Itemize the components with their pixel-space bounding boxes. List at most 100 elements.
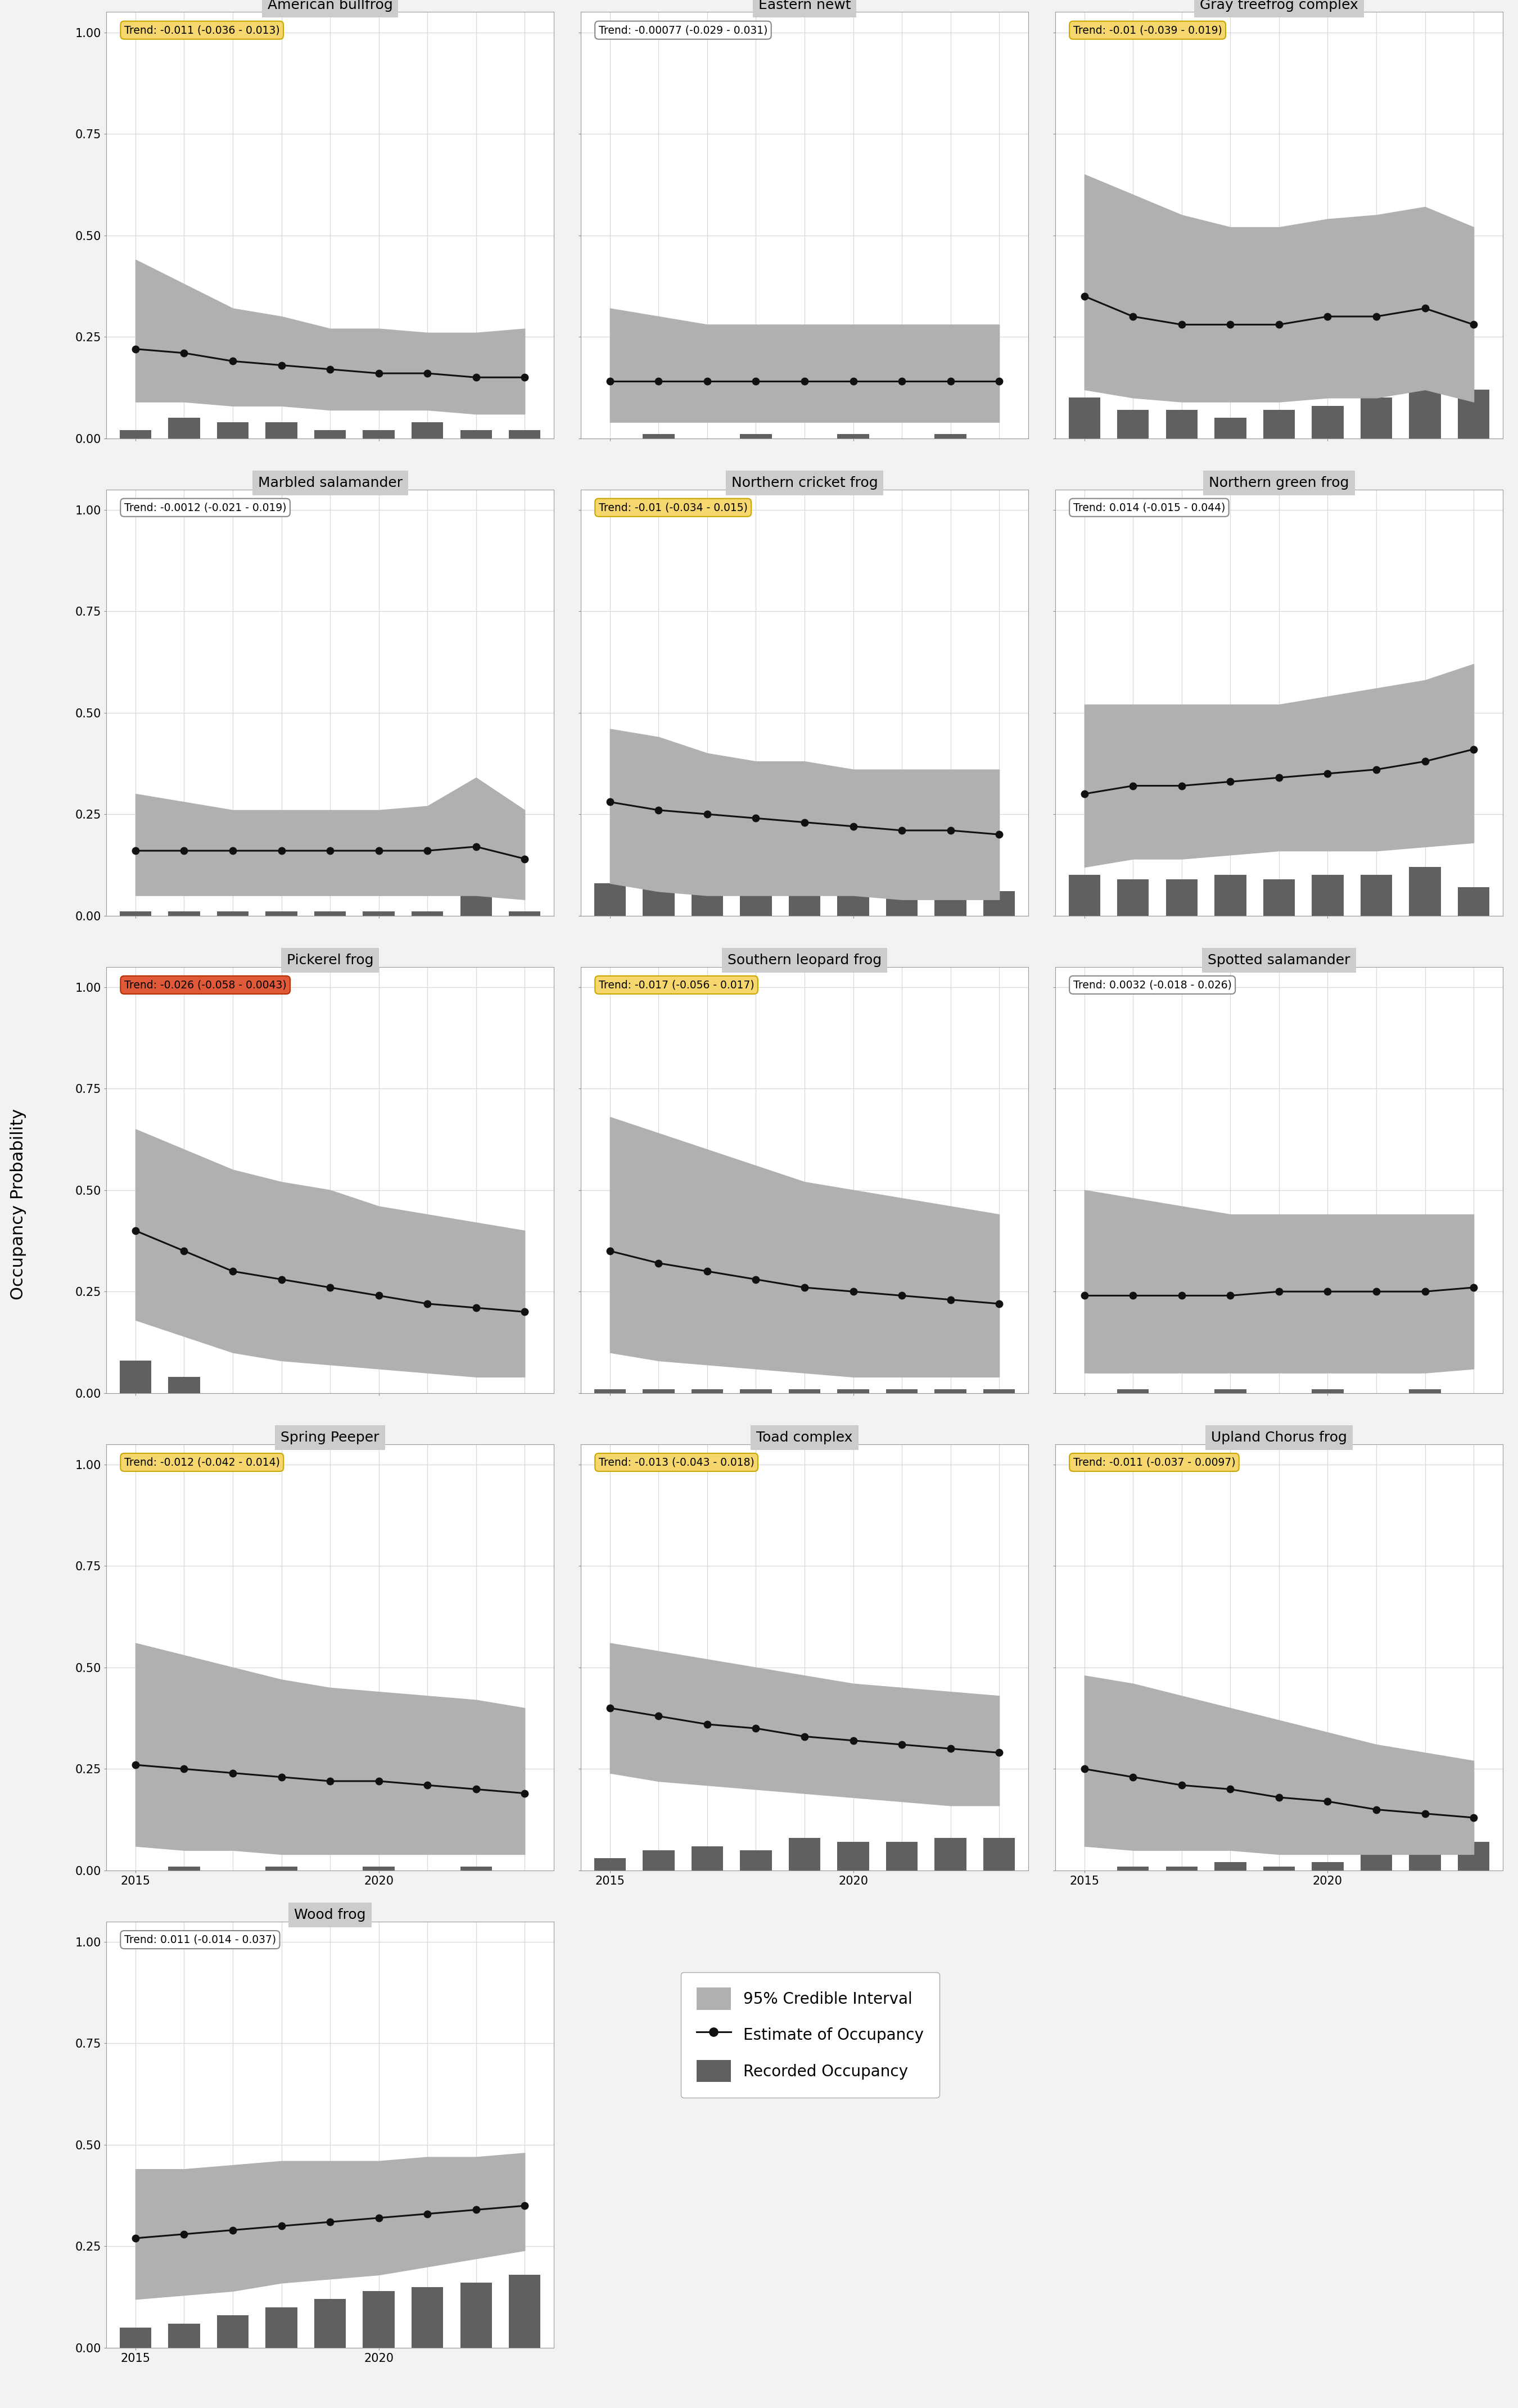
Text: Trend: -0.013 (-0.043 - 0.018): Trend: -0.013 (-0.043 - 0.018) bbox=[598, 1457, 754, 1466]
Bar bbox=[509, 2276, 540, 2348]
Bar bbox=[1117, 409, 1149, 438]
Text: Trend: -0.0012 (-0.021 - 0.019): Trend: -0.0012 (-0.021 - 0.019) bbox=[124, 503, 287, 513]
Bar bbox=[509, 431, 540, 438]
Bar bbox=[120, 2329, 152, 2348]
Bar bbox=[887, 1389, 918, 1394]
Title: Spring Peeper: Spring Peeper bbox=[281, 1430, 379, 1445]
Bar bbox=[1069, 397, 1101, 438]
Title: Eastern newt: Eastern newt bbox=[759, 0, 850, 12]
Bar bbox=[1360, 1854, 1392, 1871]
Bar bbox=[266, 1866, 298, 1871]
Bar bbox=[460, 431, 492, 438]
Bar bbox=[1312, 1861, 1343, 1871]
Bar bbox=[935, 1389, 967, 1394]
Bar bbox=[1166, 1866, 1198, 1871]
Title: American bullfrog: American bullfrog bbox=[267, 0, 393, 12]
Text: Trend: 0.011 (-0.014 - 0.037): Trend: 0.011 (-0.014 - 0.037) bbox=[124, 1934, 276, 1946]
Bar bbox=[1457, 886, 1489, 915]
Bar bbox=[1312, 874, 1343, 915]
Bar bbox=[838, 1842, 868, 1871]
Bar bbox=[1263, 879, 1295, 915]
Bar bbox=[217, 421, 249, 438]
Bar bbox=[1117, 1389, 1149, 1394]
Bar bbox=[838, 433, 868, 438]
Title: Gray treefrog complex: Gray treefrog complex bbox=[1199, 0, 1359, 12]
Bar bbox=[789, 1837, 820, 1871]
Title: Upland Chorus frog: Upland Chorus frog bbox=[1211, 1430, 1346, 1445]
Bar bbox=[642, 433, 674, 438]
Bar bbox=[741, 433, 771, 438]
Bar bbox=[887, 1842, 918, 1871]
Bar bbox=[1312, 407, 1343, 438]
Bar bbox=[411, 2288, 443, 2348]
Bar bbox=[411, 913, 443, 915]
Bar bbox=[1457, 1842, 1489, 1871]
Title: Pickerel frog: Pickerel frog bbox=[287, 954, 373, 966]
Bar bbox=[1214, 1861, 1246, 1871]
Bar bbox=[120, 1361, 152, 1394]
Text: Trend: -0.01 (-0.034 - 0.015): Trend: -0.01 (-0.034 - 0.015) bbox=[598, 503, 747, 513]
Text: Trend: -0.01 (-0.039 - 0.019): Trend: -0.01 (-0.039 - 0.019) bbox=[1073, 24, 1222, 36]
Bar bbox=[168, 1866, 200, 1871]
Bar bbox=[1117, 879, 1149, 915]
Bar bbox=[266, 913, 298, 915]
Bar bbox=[984, 1837, 1016, 1871]
Bar bbox=[741, 874, 771, 915]
Bar bbox=[509, 913, 540, 915]
Bar bbox=[1069, 874, 1101, 915]
Bar bbox=[1312, 1389, 1343, 1394]
Bar bbox=[1409, 867, 1441, 915]
Title: Wood frog: Wood frog bbox=[294, 1907, 366, 1922]
Bar bbox=[642, 874, 674, 915]
Bar bbox=[935, 1837, 967, 1871]
Text: Trend: 0.0032 (-0.018 - 0.026): Trend: 0.0032 (-0.018 - 0.026) bbox=[1073, 980, 1231, 990]
Title: Toad complex: Toad complex bbox=[756, 1430, 853, 1445]
Bar bbox=[460, 2283, 492, 2348]
Bar bbox=[1409, 1389, 1441, 1394]
Bar bbox=[168, 2324, 200, 2348]
Bar bbox=[642, 1849, 674, 1871]
Bar bbox=[1214, 419, 1246, 438]
Bar bbox=[1214, 1389, 1246, 1394]
Title: Marbled salamander: Marbled salamander bbox=[258, 477, 402, 489]
Bar bbox=[691, 1847, 723, 1871]
Text: Trend: -0.00077 (-0.029 - 0.031): Trend: -0.00077 (-0.029 - 0.031) bbox=[598, 24, 768, 36]
Bar bbox=[838, 1389, 868, 1394]
Legend: 95% Credible Interval, Estimate of Occupancy, Recorded Occupancy: 95% Credible Interval, Estimate of Occup… bbox=[680, 1972, 940, 2097]
Bar bbox=[1214, 874, 1246, 915]
Bar bbox=[168, 913, 200, 915]
Bar bbox=[314, 913, 346, 915]
Bar bbox=[935, 433, 967, 438]
Bar bbox=[1263, 1866, 1295, 1871]
Bar bbox=[1166, 879, 1198, 915]
Bar bbox=[120, 431, 152, 438]
Bar bbox=[411, 421, 443, 438]
Bar bbox=[789, 884, 820, 915]
Title: Southern leopard frog: Southern leopard frog bbox=[727, 954, 882, 966]
Bar bbox=[1263, 409, 1295, 438]
Bar bbox=[594, 1859, 625, 1871]
Title: Northern green frog: Northern green frog bbox=[1208, 477, 1350, 489]
Text: Trend: -0.011 (-0.036 - 0.013): Trend: -0.011 (-0.036 - 0.013) bbox=[124, 24, 279, 36]
Bar bbox=[594, 1389, 625, 1394]
Bar bbox=[460, 886, 492, 915]
Bar bbox=[266, 421, 298, 438]
Bar bbox=[363, 2290, 395, 2348]
Bar bbox=[363, 1866, 395, 1871]
Title: Northern cricket frog: Northern cricket frog bbox=[732, 477, 877, 489]
Bar bbox=[691, 1389, 723, 1394]
Bar bbox=[266, 2307, 298, 2348]
Bar bbox=[314, 431, 346, 438]
Bar bbox=[838, 884, 868, 915]
Text: Trend: -0.011 (-0.037 - 0.0097): Trend: -0.011 (-0.037 - 0.0097) bbox=[1073, 1457, 1236, 1466]
Text: Trend: -0.026 (-0.058 - 0.0043): Trend: -0.026 (-0.058 - 0.0043) bbox=[124, 980, 287, 990]
Title: Spotted salamander: Spotted salamander bbox=[1208, 954, 1351, 966]
Bar bbox=[887, 886, 918, 915]
Bar bbox=[935, 891, 967, 915]
Bar bbox=[120, 913, 152, 915]
Text: Trend: 0.014 (-0.015 - 0.044): Trend: 0.014 (-0.015 - 0.044) bbox=[1073, 503, 1225, 513]
Bar bbox=[691, 874, 723, 915]
Bar bbox=[741, 1849, 771, 1871]
Bar bbox=[460, 1866, 492, 1871]
Bar bbox=[168, 419, 200, 438]
